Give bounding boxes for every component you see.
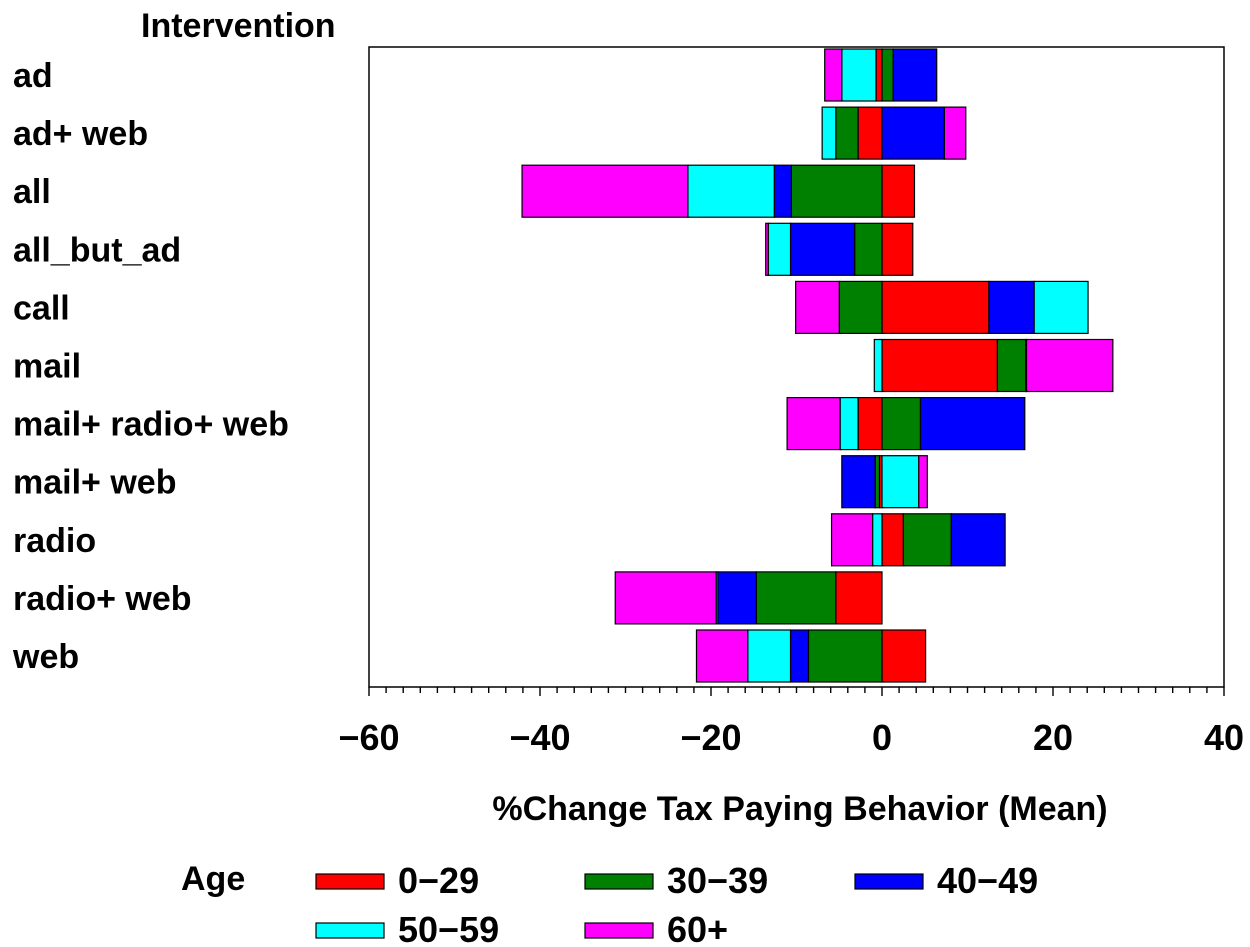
bar-segment <box>874 455 881 509</box>
legend-label: 60+ <box>667 909 728 947</box>
bar-segment <box>773 164 792 218</box>
bar-segment <box>902 513 952 567</box>
bar-segment <box>881 106 946 160</box>
bar-segment <box>521 164 689 218</box>
bar-segment <box>717 571 757 625</box>
legend-swatch <box>584 873 654 890</box>
legend-label: 50−59 <box>398 909 499 947</box>
bar-segment <box>789 629 810 683</box>
bar-segment <box>1033 280 1089 334</box>
x-tick-label: 20 <box>1033 717 1073 758</box>
legend-title: Age <box>181 860 245 898</box>
bar-segment <box>755 571 837 625</box>
bar-segment <box>789 222 856 276</box>
bar-segment <box>1025 338 1114 393</box>
bar-segment <box>835 106 859 160</box>
category-label: all_but_ad <box>13 231 181 269</box>
category-label: web <box>12 638 79 676</box>
category-label: mail+ radio+ web <box>13 406 289 444</box>
bar-segment <box>695 629 749 683</box>
bar-segment <box>839 397 859 451</box>
bar-segment <box>854 222 883 276</box>
bar-segment <box>786 397 841 451</box>
bar-segment <box>996 338 1027 393</box>
x-tick-label: 40 <box>1204 717 1244 758</box>
category-label: ad <box>13 57 53 95</box>
x-axis-label: %Change Tax Paying Behavior (Mean) <box>492 790 1107 828</box>
bar-segment <box>687 164 775 218</box>
bar-segment <box>988 280 1035 334</box>
legend-swatch <box>315 922 385 939</box>
category-label: all <box>13 173 51 211</box>
bar-segment <box>875 48 883 102</box>
bar-segment <box>881 513 904 567</box>
x-tick-label: 0 <box>872 717 892 758</box>
category-label: mail <box>13 348 81 386</box>
bar-segment <box>838 280 883 334</box>
bar-segment <box>857 397 883 451</box>
bar-segment <box>821 106 837 160</box>
category-label: call <box>13 289 70 327</box>
category-label: mail+ web <box>13 464 176 502</box>
bar-segment <box>807 629 883 683</box>
x-tick-label: −20 <box>680 717 741 758</box>
bar-segment <box>824 48 843 102</box>
legend-label: 0−29 <box>398 860 479 901</box>
bar-segment <box>881 629 927 683</box>
bar-segment <box>881 455 920 509</box>
bar-segment <box>873 338 883 393</box>
bar-segment <box>767 222 792 276</box>
bar-segment <box>871 513 883 567</box>
bar-segment <box>943 106 967 160</box>
bar-segment <box>950 513 1006 567</box>
bar-segment <box>614 571 717 625</box>
bar-segment <box>857 106 883 160</box>
bar-segment <box>841 48 877 102</box>
bar-segment <box>841 455 876 509</box>
legend-swatch <box>854 873 924 890</box>
bar-segment <box>835 571 883 625</box>
bar-segment <box>892 48 938 102</box>
x-tick-label: −60 <box>338 717 399 758</box>
x-axis: −60 −40 −20 0 20 40 <box>338 687 1244 758</box>
legend-label: 40−49 <box>937 860 1038 901</box>
bar-segment <box>790 164 883 218</box>
bar-segment <box>918 455 928 509</box>
legend: Age 0−29 30−39 40−49 50−59 60+ <box>181 860 1038 947</box>
category-label: ad+ web <box>13 115 148 153</box>
legend-swatch <box>315 873 385 890</box>
x-tick-label: −40 <box>509 717 570 758</box>
category-axis-title: Intervention <box>141 7 336 45</box>
bar-segment <box>765 222 769 276</box>
legend-swatch <box>584 922 654 939</box>
bars <box>521 48 1114 683</box>
bar-segment <box>881 338 999 393</box>
bar-segment <box>881 222 914 276</box>
bar-segment <box>881 48 894 102</box>
category-label: radio <box>13 522 96 560</box>
bar-segment <box>919 397 1026 451</box>
bar-segment <box>747 629 792 683</box>
bar-segment <box>881 280 990 334</box>
bar-segment <box>881 397 922 451</box>
bar-segment <box>881 164 916 218</box>
legend-label: 30−39 <box>667 860 768 901</box>
category-label: radio+ web <box>13 580 192 618</box>
bar-segment <box>795 280 840 334</box>
bar-segment <box>830 513 874 567</box>
